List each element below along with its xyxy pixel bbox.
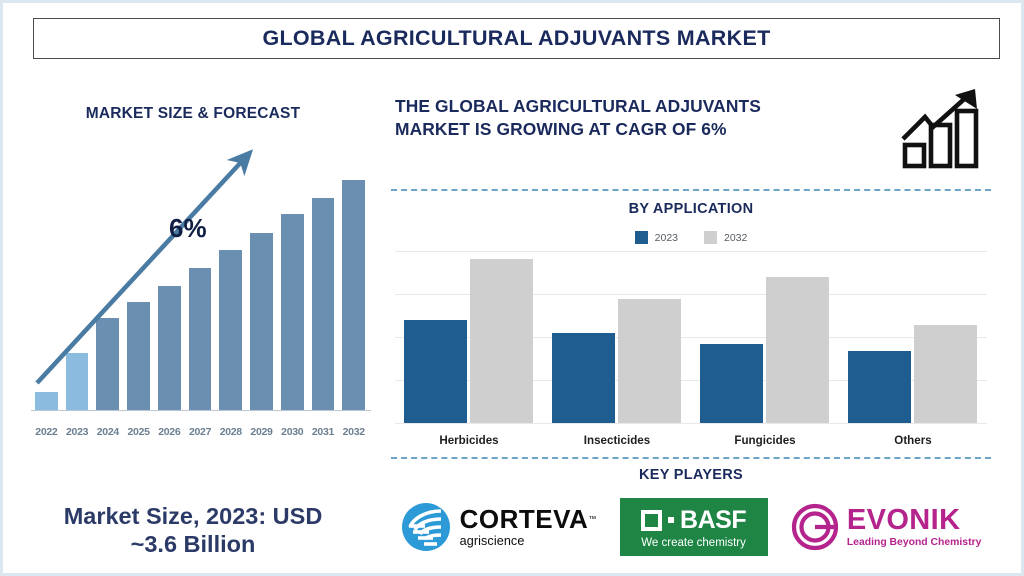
- legend-label-2032: 2032: [724, 231, 748, 244]
- bar-insecticides-2032: [618, 299, 682, 423]
- corteva-trademark-symbol: ™: [588, 514, 597, 524]
- legend-label-2023: 2023: [654, 231, 678, 244]
- growth-bar-2027: [188, 268, 212, 410]
- market-size-note-line-2: ~3.6 Billion: [130, 531, 256, 558]
- basf-square-mark-icon: [641, 509, 663, 531]
- bar-group-fungicides: [700, 251, 830, 423]
- growth-chart-axis: [31, 409, 371, 411]
- category-label-others: Others: [894, 434, 932, 447]
- growth-chart-year-labels: 2022 2023 2024 2025 2026 2027 2028 2029 2030 2031…: [35, 426, 365, 438]
- market-size-note-line-1: Market Size, 2023: USD: [63, 502, 323, 529]
- cagr-annotation: 6%: [169, 213, 207, 243]
- growth-year-label-2022: 2022: [35, 426, 58, 438]
- basf-dot-icon: [668, 517, 675, 523]
- growth-bar-2023: [65, 353, 89, 410]
- logo-corteva: CORTEVA™ agriscience: [401, 502, 597, 552]
- divider-top: [391, 189, 991, 191]
- growth-year-label-2024: 2024: [96, 426, 119, 438]
- chart-plot-area: [395, 251, 987, 423]
- growth-year-label-2031: 2031: [311, 426, 335, 438]
- growth-bar-2025: [127, 302, 150, 410]
- bar-others-2032: [914, 325, 978, 423]
- basf-name: BASF: [680, 505, 747, 534]
- gridline: [395, 380, 987, 381]
- bar-fungicides-2032: [766, 277, 830, 423]
- growth-chart-bars: [35, 150, 366, 410]
- basf-tagline: We create chemistry: [641, 536, 746, 549]
- growth-year-label-2029: 2029: [250, 426, 273, 438]
- basf-logo-row: BASF: [641, 505, 747, 535]
- bar-herbicides-2032: [470, 259, 534, 423]
- key-players-title: KEY PLAYERS: [638, 467, 744, 483]
- market-size-forecast-panel: MARKET SIZE & FORECAST 2022 2023 2024 2025 2…: [9, 93, 377, 571]
- legend-item-2023[interactable]: 2023: [634, 231, 678, 244]
- gridline: [395, 251, 987, 252]
- legend-swatch-2032: [704, 231, 717, 244]
- corteva-name-row: CORTEVA™: [460, 506, 597, 532]
- market-size-note: Market Size, 2023: USD ~3.6 Billion: [9, 502, 377, 559]
- growth-year-label-2030: 2030: [281, 426, 304, 438]
- corteva-circular-mark-icon: [401, 503, 450, 551]
- bar-herbicides-2023: [404, 320, 468, 423]
- growth-bar-2030: [280, 214, 304, 410]
- headline-text: THE GLOBAL AGRICULTURAL ADJUVANTS MARKET…: [395, 95, 885, 141]
- growth-year-label-2023: 2023: [66, 426, 89, 438]
- evonik-e-circle-mark-icon: [791, 503, 838, 551]
- bar-fungicides-2023: [700, 344, 764, 423]
- growth-bar-2031: [311, 198, 335, 410]
- growth-bar-2029: [250, 233, 273, 410]
- evonik-tagline: Leading Beyond Chemistry: [846, 536, 982, 548]
- bar-group-others: [848, 251, 978, 423]
- category-label-herbicides: Herbicides: [439, 434, 499, 447]
- headline-line-2: MARKET IS GROWING AT CAGR OF 6%: [395, 119, 727, 140]
- category-label-fungicides: Fungicides: [734, 434, 796, 447]
- key-players-logos: CORTEVA™ agriscience BASF We create chem…: [389, 491, 993, 563]
- growth-year-label-2025: 2025: [127, 426, 150, 438]
- by-application-title: BY APPLICATION: [628, 201, 754, 217]
- growth-bar-2026: [157, 286, 181, 410]
- logo-evonik: EVONIK Leading Beyond Chemistry: [791, 503, 982, 551]
- growth-bar-2028: [219, 250, 243, 410]
- market-size-forecast-chart: 2022 2023 2024 2025 2026 2027 2028 2029 2030 2031…: [17, 138, 371, 468]
- legend-item-2032[interactable]: 2032: [704, 231, 747, 244]
- growth-year-label-2027: 2027: [188, 426, 212, 438]
- growth-year-label-2028: 2028: [219, 426, 242, 438]
- growth-bar-2032: [342, 180, 366, 410]
- corteva-wordmark: CORTEVA™ agriscience: [460, 506, 597, 548]
- growth-bar-chart-arrow-icon: [901, 89, 979, 169]
- gridline: [395, 423, 987, 424]
- growth-bar-2022: [35, 392, 58, 410]
- headline-line-1: THE GLOBAL AGRICULTURAL ADJUVANTS: [395, 96, 761, 116]
- bar-group-insecticides: [552, 251, 682, 423]
- market-size-forecast-heading: MARKET SIZE & FORECAST: [85, 105, 301, 122]
- evonik-name: EVONIK: [846, 503, 961, 536]
- right-panel: THE GLOBAL AGRICULTURAL ADJUVANTS MARKET…: [381, 85, 1001, 571]
- bar-group-herbicides: [404, 251, 534, 423]
- corteva-tagline: agriscience: [459, 534, 525, 549]
- growth-bar-2024: [96, 318, 120, 410]
- bar-others-2023: [848, 351, 912, 423]
- by-application-legend: 2023 2032: [381, 231, 1001, 244]
- legend-swatch-2023: [634, 231, 648, 244]
- growth-year-label-2032: 2032: [342, 426, 365, 438]
- category-label-insecticides: Insecticides: [583, 434, 651, 447]
- corteva-name: CORTEVA: [459, 504, 589, 535]
- headline-block: THE GLOBAL AGRICULTURAL ADJUVANTS MARKET…: [395, 95, 885, 141]
- page-title-box: GLOBAL AGRICULTURAL ADJUVANTS MARKET: [33, 18, 1000, 59]
- evonik-wordmark: EVONIK Leading Beyond Chemistry: [846, 503, 982, 548]
- by-application-chart: Herbicides Insecticides Fungicides Others: [395, 251, 987, 447]
- gridline: [395, 337, 987, 338]
- chart-category-labels: Herbicides Insecticides Fungicides Others: [395, 434, 987, 447]
- chart-gridlines: [395, 251, 987, 447]
- gridline: [395, 294, 987, 295]
- divider-bottom: [391, 457, 991, 459]
- growth-year-label-2026: 2026: [158, 426, 181, 438]
- logo-basf: BASF We create chemistry: [619, 498, 768, 556]
- bar-insecticides-2023: [552, 333, 616, 423]
- page-title: GLOBAL AGRICULTURAL ADJUVANTS MARKET: [262, 26, 771, 50]
